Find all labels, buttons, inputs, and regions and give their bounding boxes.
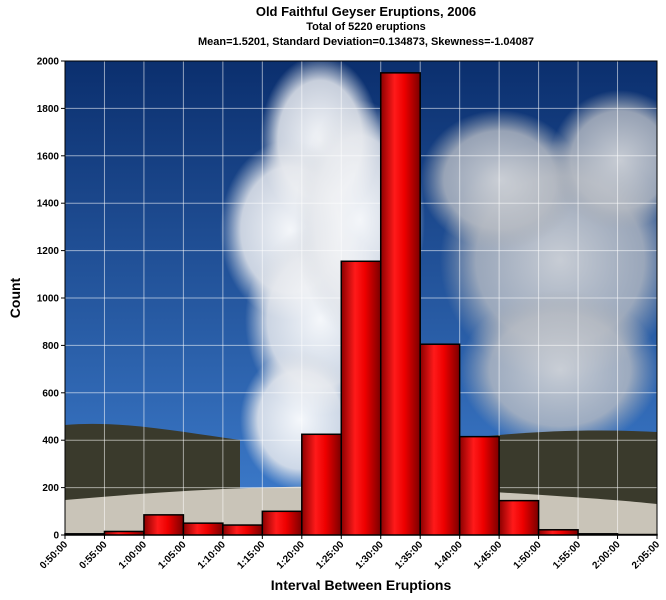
histogram-bar: [301, 433, 343, 536]
x-tick-label: 2:05:00: [630, 539, 662, 571]
y-tick-label: 2000: [37, 57, 60, 68]
y-tick-label: 1400: [37, 199, 60, 210]
y-tick-label: 1200: [37, 246, 60, 257]
y-tick-label: 1800: [37, 104, 60, 115]
y-tick-label: 0: [53, 531, 59, 542]
y-tick-label: 1600: [37, 151, 60, 162]
histogram-bar: [419, 343, 461, 536]
x-tick-label: 1:30:00: [354, 539, 386, 571]
histogram-bar: [222, 524, 264, 536]
x-tick-label: 1:55:00: [551, 539, 583, 571]
x-axis: 0:50:00 0:55:00 1:00:00 1:05:00 1:10:00 1:15:…: [38, 535, 662, 571]
y-tick-label: 1000: [37, 294, 60, 305]
histogram-bar: [103, 530, 145, 536]
histogram-bar: [458, 435, 500, 536]
y-axis: 0 200 400 600 800 1000 1200 1400 1600 1800 2000: [37, 57, 65, 542]
x-tick-label: 1:15:00: [235, 539, 267, 571]
x-tick-label: 1:00:00: [117, 539, 149, 571]
histogram-bar: [379, 72, 421, 536]
x-tick-label: 1:25:00: [314, 539, 346, 571]
histogram-bar: [261, 510, 303, 536]
x-tick-label: 1:35:00: [393, 539, 425, 571]
x-tick-label: 2:00:00: [591, 539, 623, 571]
y-tick-label: 800: [42, 341, 59, 352]
x-axis-label: Interval Between Eruptions: [271, 577, 452, 593]
histogram-bar: [143, 514, 185, 536]
chart-subtitle-1: Total of 5220 eruptions: [306, 21, 426, 33]
y-tick-label: 600: [42, 388, 59, 399]
x-tick-label: 1:05:00: [156, 539, 188, 571]
chart-title: Old Faithful Geyser Eruptions, 2006: [256, 4, 476, 19]
x-tick-label: 1:10:00: [196, 539, 228, 571]
x-tick-label: 1:20:00: [275, 539, 307, 571]
histogram-bar: [182, 522, 224, 536]
x-tick-label: 1:45:00: [472, 539, 504, 571]
chart-subtitle-2: Mean=1.5201, Standard Deviation=0.134873…: [198, 36, 534, 48]
x-tick-label: 1:50:00: [512, 539, 544, 571]
histogram-bar: [340, 260, 382, 536]
bars-group: [64, 72, 658, 536]
histogram-bar: [498, 499, 540, 536]
y-tick-label: 200: [42, 483, 59, 494]
y-axis-label: Count: [7, 277, 23, 318]
y-tick-label: 400: [42, 436, 59, 447]
x-tick-label: 1:40:00: [433, 539, 465, 571]
x-tick-label: 0:55:00: [77, 539, 109, 571]
x-tick-label: 0:50:00: [38, 539, 70, 571]
histogram-bar: [537, 529, 579, 536]
